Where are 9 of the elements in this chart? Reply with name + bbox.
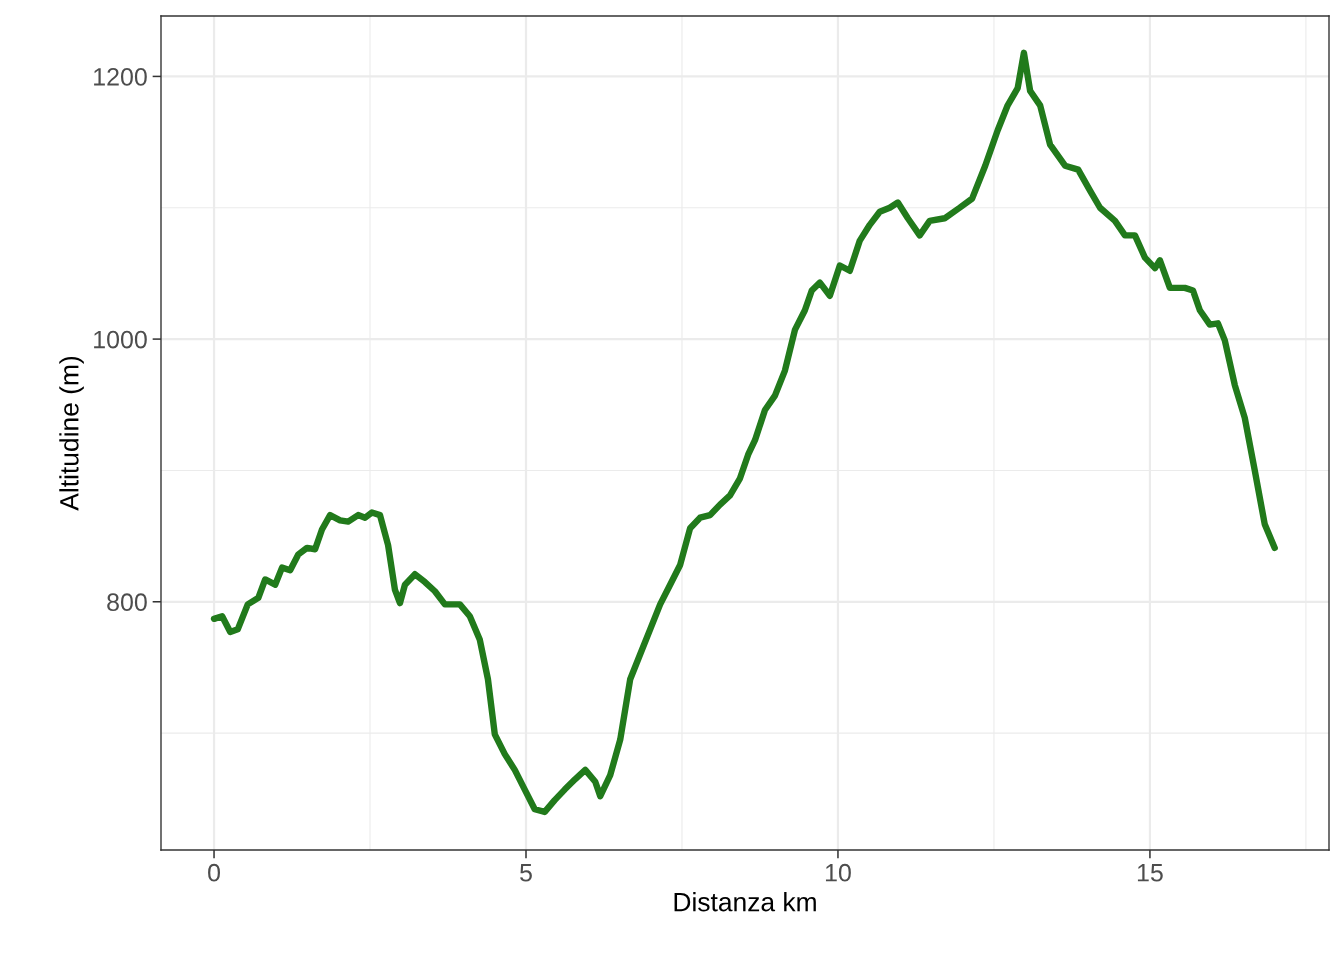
x-tick-label: 0 bbox=[208, 863, 221, 882]
y-tick-label: 1000 bbox=[94, 330, 147, 349]
y-tick-label: 800 bbox=[107, 593, 147, 612]
y-tick-label: 1200 bbox=[94, 68, 147, 86]
x-tick-label: 10 bbox=[825, 863, 851, 882]
y-axis-title: Altitudine (m) bbox=[59, 356, 84, 511]
x-tick-label: 5 bbox=[520, 864, 532, 882]
x-tick-label: 15 bbox=[1137, 864, 1163, 882]
x-axis-title: Distanza km bbox=[674, 892, 816, 912]
